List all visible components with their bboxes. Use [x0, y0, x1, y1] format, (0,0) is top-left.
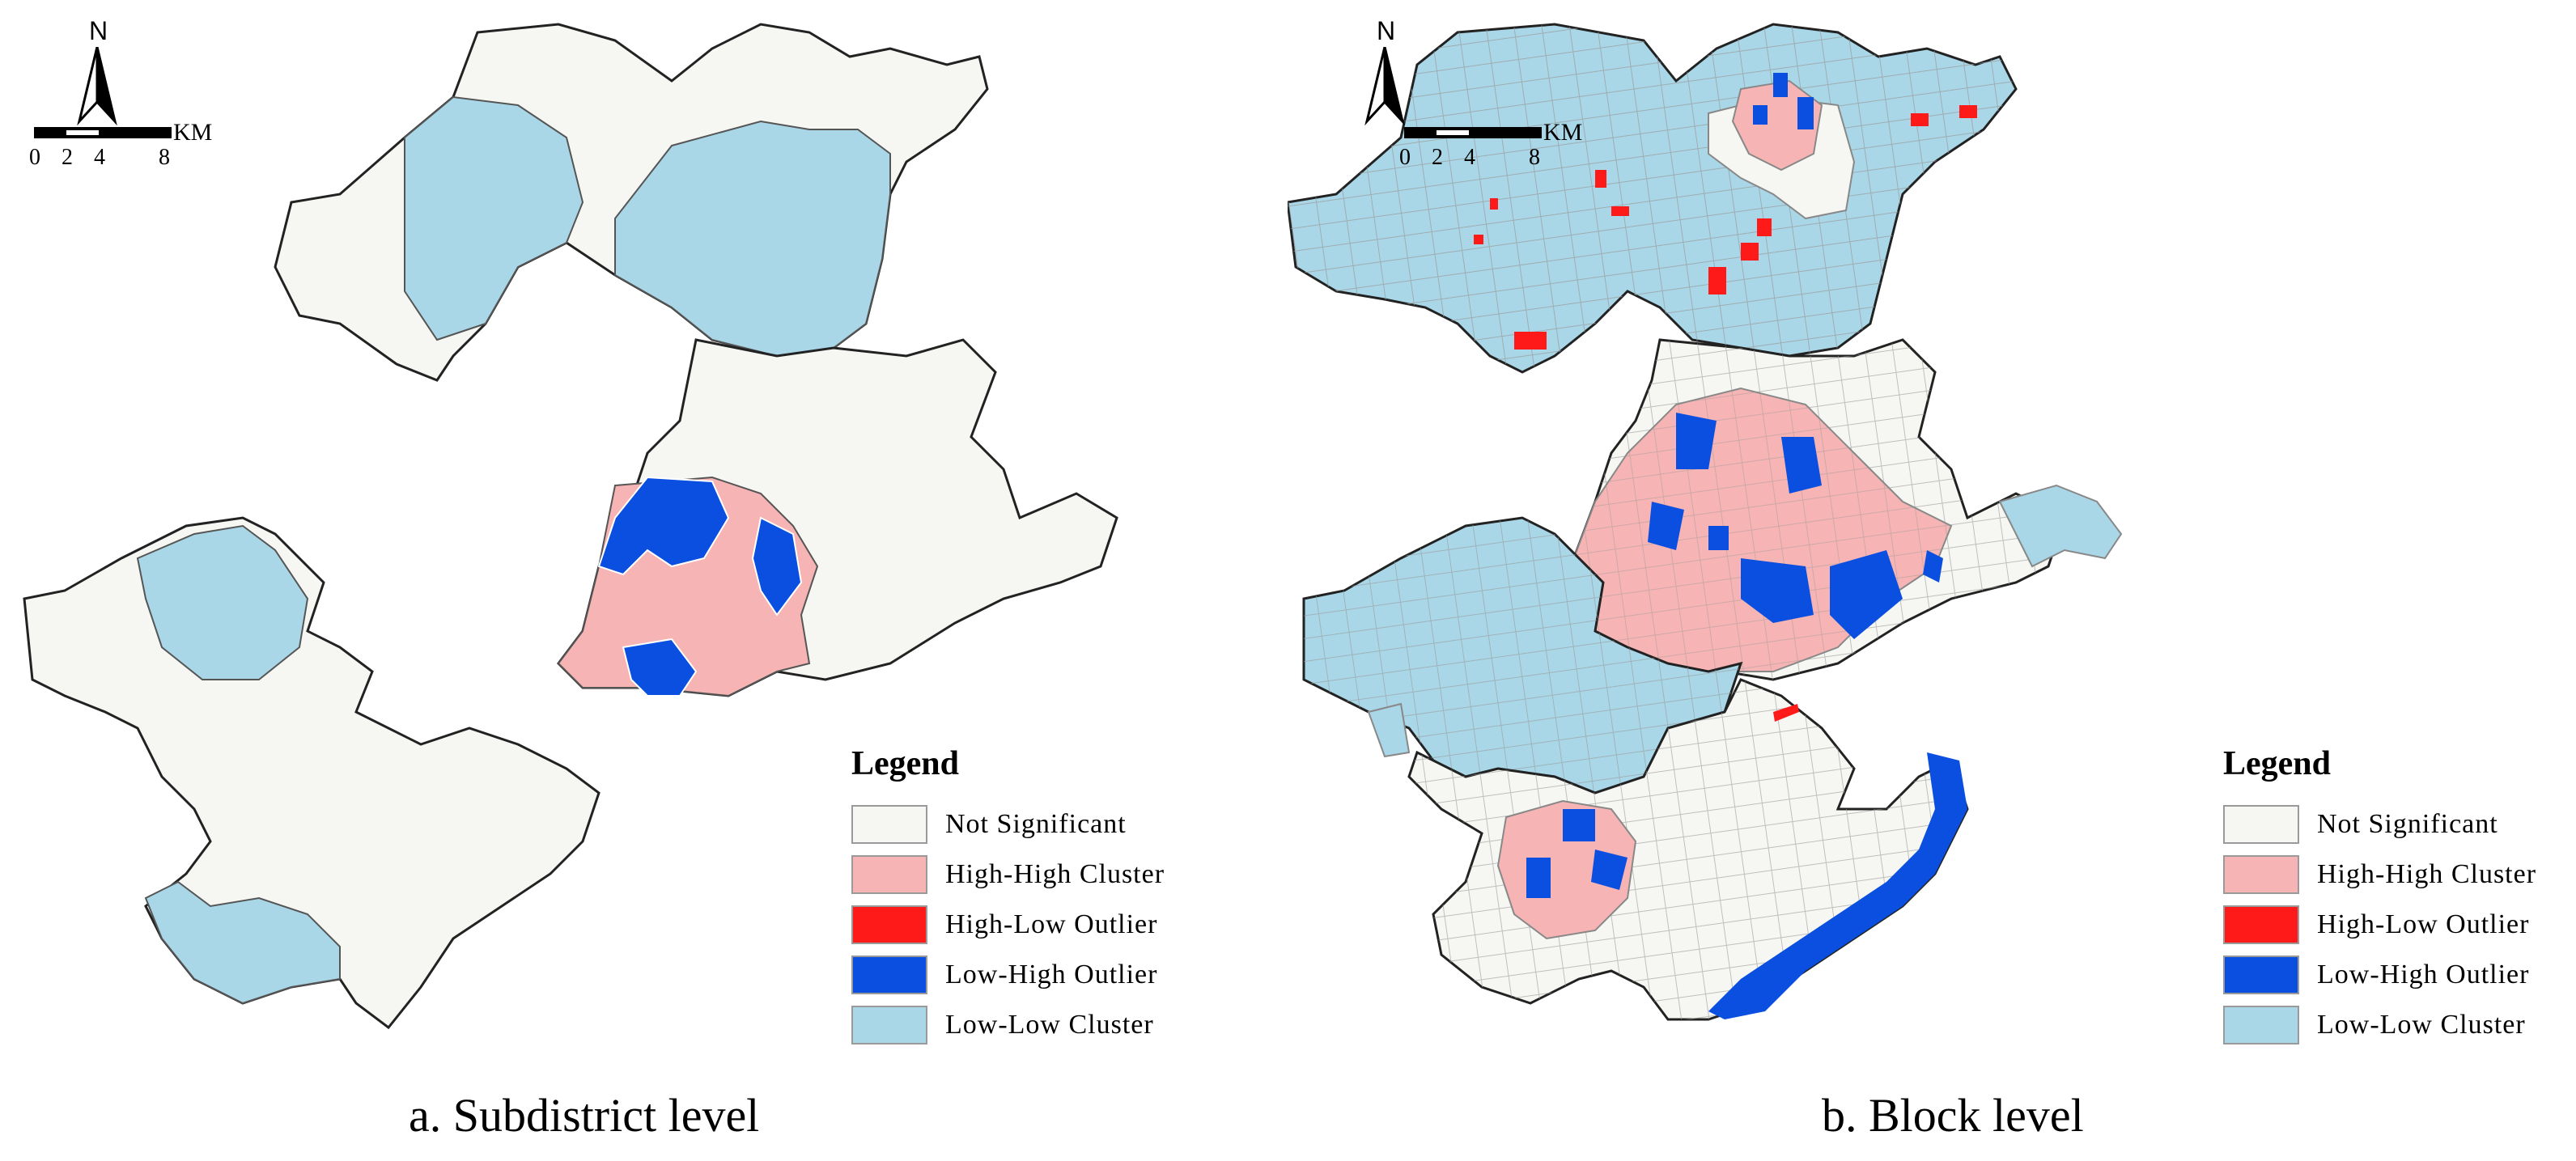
block-south-coastal-low-high	[1708, 752, 1967, 1019]
north-letter: N	[89, 16, 108, 45]
block-south-low-high	[1563, 809, 1595, 841]
legend-swatch	[851, 1006, 927, 1044]
block-south-high-low	[1773, 704, 1799, 722]
legend-swatch	[851, 905, 927, 944]
scale-tick-8: 8	[159, 145, 170, 170]
legend-label: High-High Cluster	[2317, 859, 2537, 889]
legend-label: Low-Low Cluster	[945, 1010, 1154, 1040]
block-north-high-low	[1757, 218, 1772, 236]
region-south-low-low-north	[136, 524, 309, 680]
legend-label: Low-High Outlier	[945, 960, 1158, 989]
block-north-high-low	[1959, 105, 1977, 118]
north-arrow-icon	[1364, 47, 1405, 126]
region-low-high-outlier-1	[597, 476, 730, 576]
block-south-high-high	[1496, 799, 1637, 940]
north-letter: N	[1377, 16, 1396, 45]
north-arrow: N	[1360, 16, 1409, 126]
legend: Legend Not Significant High-High Cluster…	[851, 744, 1165, 1050]
block-middle-low-high	[1781, 437, 1822, 494]
north-arrow: N	[73, 16, 121, 126]
scale-bar-graphic	[34, 127, 172, 138]
legend-label: High-Low Outlier	[2317, 909, 2530, 939]
legend-item: High-High Cluster	[2223, 850, 2536, 900]
block-middle-low-high	[1708, 526, 1729, 550]
caption-subdistrict: a. Subdistrict level	[409, 1089, 760, 1142]
block-north-low-high	[1773, 73, 1788, 97]
block-north-low-high	[1753, 105, 1768, 125]
block-south-low-high	[1591, 850, 1628, 890]
block-middle-low-high	[1741, 558, 1814, 623]
legend-item: Not Significant	[2223, 799, 2536, 850]
legend-item: Low-Low Cluster	[851, 1000, 1165, 1050]
block-north-high-low	[1490, 198, 1498, 210]
legend-swatch	[2223, 1006, 2299, 1044]
block-middle-low-high	[1923, 550, 1943, 583]
legend-label: Low-Low Cluster	[2317, 1010, 2526, 1040]
region-north-low-low-west	[404, 95, 584, 341]
legend-label: Low-High Outlier	[2317, 960, 2530, 989]
block-south-streets	[1304, 518, 1741, 793]
subdistrict-map	[23, 23, 1118, 1030]
legend-swatch	[2223, 905, 2299, 944]
block-middle-low-high	[1648, 502, 1684, 550]
scale-bar: KM 0 2 4 8	[1399, 119, 1590, 174]
scale-bar: KM 0 2 4 8	[29, 119, 220, 174]
scale-bar-graphic	[1404, 127, 1542, 138]
scale-tick-0: 0	[1399, 145, 1411, 170]
legend-item: Low-Low Cluster	[2223, 1000, 2536, 1050]
north-arrow-icon	[77, 47, 117, 126]
legend-label: High-High Cluster	[945, 859, 1165, 889]
legend-swatch	[2223, 805, 2299, 844]
block-north-high-low	[1474, 235, 1483, 244]
block-north-low-high	[1797, 97, 1814, 129]
block-north-high-low	[1595, 170, 1606, 188]
block-north-high-low	[1514, 332, 1547, 350]
legend-item: High-Low Outlier	[2223, 900, 2536, 950]
region-south-low-low-south	[144, 880, 341, 1005]
legend-swatch	[851, 805, 927, 844]
block-map	[1288, 23, 2123, 1021]
legend-item: Low-High Outlier	[851, 950, 1165, 1000]
block-middle-low-high	[1830, 550, 1903, 639]
block-north-high-low	[1741, 243, 1759, 261]
scale-tick-0: 0	[29, 145, 40, 170]
legend-label: Not Significant	[2317, 809, 2498, 839]
scale-unit: KM	[1543, 119, 1583, 146]
scale-tick-2: 2	[1432, 145, 1443, 170]
legend-item: High-High Cluster	[851, 850, 1165, 900]
block-south-low-high	[1526, 858, 1551, 898]
legend: Legend Not Significant High-High Cluster…	[2223, 744, 2536, 1050]
region-low-high-outlier-2	[751, 516, 803, 617]
region-north-low-low-east	[614, 120, 891, 358]
caption-block: b. Block level	[1822, 1089, 2084, 1142]
scale-tick-4: 4	[1464, 145, 1475, 170]
block-north-high-low	[1708, 267, 1726, 294]
region-low-high-outlier-3	[622, 638, 698, 697]
scale-tick-4: 4	[94, 145, 105, 170]
scale-unit: KM	[173, 119, 213, 146]
legend-title: Legend	[2223, 745, 2332, 782]
legend-swatch	[851, 955, 927, 994]
panel-subdistrict: N KM 0 2 4 8 Legend Not Significant High…	[23, 16, 1165, 1142]
legend-item: Low-High Outlier	[2223, 950, 2536, 1000]
legend-label: Not Significant	[945, 809, 1127, 839]
legend-label: High-Low Outlier	[945, 909, 1158, 939]
scale-tick-2: 2	[62, 145, 73, 170]
legend-item: High-Low Outlier	[851, 900, 1165, 950]
legend-title: Legend	[851, 745, 960, 782]
block-middle-low-low	[1998, 484, 2123, 568]
legend-swatch	[851, 855, 927, 894]
legend-swatch	[2223, 855, 2299, 894]
block-south-low-low-2	[1367, 702, 1411, 758]
legend-swatch	[2223, 955, 2299, 994]
legend-item: Not Significant	[851, 799, 1165, 850]
block-north-high-low	[1911, 113, 1929, 126]
scale-tick-8: 8	[1529, 145, 1540, 170]
panel-block: N KM 0 2 4 8 Legend Not Significant High…	[1288, 0, 2575, 1161]
block-north-high-low	[1611, 206, 1629, 216]
block-middle-low-high	[1676, 413, 1717, 469]
